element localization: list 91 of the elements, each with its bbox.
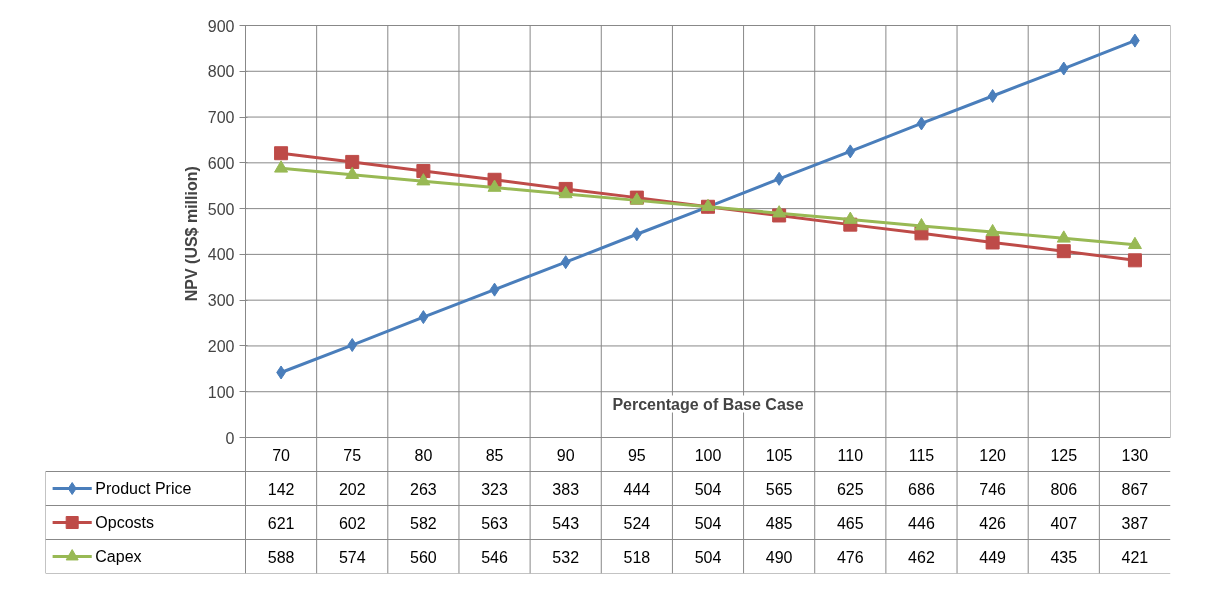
data-label: 383 (552, 480, 580, 498)
y-tick-label: 300 (207, 292, 235, 310)
data-label: 465 (836, 514, 864, 532)
data-label: 263 (410, 480, 437, 498)
data-label: 582 (410, 514, 437, 532)
point (345, 154, 360, 169)
data-label: 867 (1121, 480, 1149, 498)
data-label: 462 (908, 548, 935, 566)
point (1127, 236, 1142, 250)
data-label: 407 (1050, 514, 1078, 532)
data-label: 504 (694, 548, 722, 566)
x-tick-label: 105 (765, 446, 793, 464)
x-tick-label: 80 (414, 446, 433, 464)
x-tick-label: 120 (979, 446, 1007, 464)
point (1056, 230, 1071, 243)
x-tick-label: 75 (343, 446, 362, 464)
data-label: 142 (267, 480, 295, 498)
point (274, 146, 289, 161)
data-label: 444 (623, 480, 651, 498)
point (772, 205, 787, 218)
point (416, 173, 431, 186)
x-tick-label: 125 (1050, 446, 1078, 464)
data-label: 565 (765, 480, 793, 498)
data-label: 806 (1050, 480, 1078, 498)
point (345, 166, 360, 179)
point (985, 235, 1000, 250)
data-label: 518 (623, 548, 651, 566)
point (987, 89, 998, 103)
data-label: 621 (267, 514, 295, 532)
y-tick-label: 400 (207, 246, 235, 264)
data-label: 485 (765, 514, 793, 532)
data-label: 686 (908, 480, 935, 498)
point (489, 282, 500, 297)
y-axis-title: NPV (US$ million) (182, 166, 200, 302)
data-label: 435 (1050, 548, 1078, 566)
data-label: 504 (694, 514, 722, 532)
data-label: 625 (836, 480, 864, 498)
point (1058, 61, 1069, 76)
data-label: 421 (1121, 548, 1149, 566)
data-label: 426 (979, 514, 1007, 532)
x-tick-label: 70 (272, 446, 291, 464)
x-tick-label: 85 (485, 446, 504, 464)
x-tick-label: 95 (627, 446, 646, 464)
x-tick-label: 110 (837, 446, 864, 464)
data-label: 602 (338, 514, 366, 532)
point (843, 211, 858, 224)
point (916, 116, 927, 131)
data-label: 588 (267, 548, 295, 566)
x-tick-label: 130 (1121, 446, 1149, 464)
data-label: 449 (979, 548, 1007, 566)
point (558, 185, 573, 199)
data-label: 563 (481, 514, 508, 532)
data-label: 532 (552, 548, 580, 566)
point (1056, 244, 1071, 259)
y-tick-label: 0 (225, 429, 235, 447)
legend-label: Capex (95, 548, 142, 565)
point (914, 218, 929, 231)
data-label: 504 (694, 480, 722, 498)
y-tick-label: 500 (207, 200, 235, 218)
data-label: 746 (979, 480, 1007, 498)
x-tick-label: 115 (908, 446, 935, 464)
y-tick-label: 100 (207, 383, 235, 401)
y-tick-label: 900 (207, 17, 235, 35)
y-tick-label: 600 (207, 154, 235, 172)
point (985, 223, 1000, 237)
y-tick-label: 800 (207, 63, 235, 81)
point (845, 144, 856, 159)
x-axis-title: Percentage of Base Case (612, 395, 804, 413)
point (560, 255, 571, 270)
point (487, 179, 502, 192)
legend-label: Opcosts (95, 514, 154, 531)
y-tick-label: 700 (207, 109, 235, 127)
point (418, 310, 429, 325)
data-label: 560 (410, 548, 437, 566)
data-label: 476 (836, 548, 864, 566)
data-label: 323 (481, 480, 508, 498)
data-label: 387 (1121, 514, 1149, 532)
legend-label: Product Price (95, 480, 192, 497)
data-label: 546 (481, 548, 508, 566)
x-tick-label: 100 (694, 446, 722, 464)
point (347, 338, 358, 353)
data-label: 524 (623, 514, 651, 532)
point (274, 160, 289, 173)
data-label: 490 (765, 548, 793, 566)
y-tick-label: 200 (207, 337, 235, 355)
data-label: 543 (552, 514, 580, 532)
point (1127, 253, 1142, 268)
data-label: 202 (338, 480, 366, 498)
data-label: 446 (908, 514, 935, 532)
x-tick-label: 90 (556, 446, 575, 464)
data-label: 574 (338, 548, 366, 566)
